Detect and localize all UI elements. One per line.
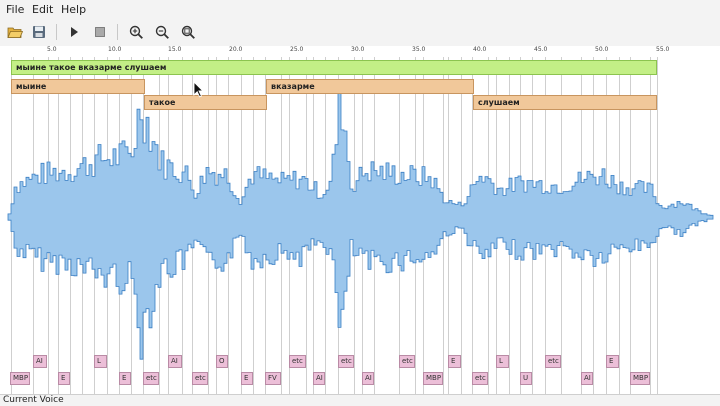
phoneme-lower[interactable]: AI <box>313 372 325 385</box>
word-tier-myine[interactable]: мыине <box>11 79 145 94</box>
phoneme-upper[interactable]: etc <box>338 355 354 368</box>
ruler-tick: 50.0 <box>595 46 609 53</box>
zoom-out-icon[interactable] <box>153 23 171 41</box>
ruler-tick: 30.0 <box>351 46 365 53</box>
ruler-tick: 15.0 <box>168 46 182 53</box>
phoneme-upper[interactable]: L <box>496 355 509 368</box>
sentence-tier[interactable]: мыине такое вказарме слушаем <box>11 60 657 75</box>
phoneme-lower[interactable]: MBP <box>10 372 30 385</box>
phoneme-lower[interactable]: E <box>58 372 70 385</box>
menu-file[interactable]: File <box>6 3 25 16</box>
phoneme-upper[interactable]: etc <box>545 355 561 368</box>
phoneme-upper[interactable]: E <box>448 355 461 368</box>
current-voice-label: Current Voice <box>3 395 64 405</box>
ruler-tick: 5.0 <box>47 46 57 53</box>
menu-help[interactable]: Help <box>61 3 87 16</box>
phoneme-lower[interactable]: E <box>241 372 253 385</box>
ruler-tick: 40.0 <box>473 46 487 53</box>
mouse-pointer-icon <box>193 81 205 98</box>
audio-waveform <box>7 86 714 360</box>
phoneme-upper[interactable]: etc <box>399 355 415 368</box>
word-tier-vkazarme[interactable]: вказарме <box>266 79 474 94</box>
play-icon[interactable] <box>65 23 83 41</box>
phoneme-upper[interactable]: L <box>94 355 107 368</box>
phoneme-lower[interactable]: AI <box>362 372 374 385</box>
save-icon[interactable] <box>30 23 48 41</box>
ruler-tick: 20.0 <box>229 46 243 53</box>
phoneme-upper[interactable]: AI <box>33 355 47 368</box>
zoom-fit-icon[interactable] <box>179 23 197 41</box>
open-folder-icon[interactable] <box>6 23 24 41</box>
ruler-tick: 55.0 <box>656 46 670 53</box>
phoneme-lower[interactable]: etc <box>472 372 488 385</box>
toolbar-separator <box>117 24 118 40</box>
phoneme-lower[interactable]: MBP <box>423 372 443 385</box>
toolbar <box>0 18 720 47</box>
phoneme-lower[interactable]: MBP <box>630 372 650 385</box>
phoneme-lower[interactable]: FV <box>265 372 281 385</box>
ruler-tick: 10.0 <box>108 46 122 53</box>
status-bar: Current Voice <box>0 394 720 406</box>
phoneme-lower[interactable]: AI <box>581 372 593 385</box>
phoneme-lower[interactable]: etc <box>143 372 159 385</box>
phoneme-upper[interactable]: O <box>216 355 228 368</box>
menu-edit[interactable]: Edit <box>32 3 54 16</box>
ruler-tick: 45.0 <box>534 46 548 53</box>
word-tier-slushaem[interactable]: слушаем <box>473 95 657 110</box>
phoneme-upper[interactable]: AI <box>168 355 182 368</box>
menu-bar: File Edit Help <box>0 0 720 18</box>
zoom-in-icon[interactable] <box>127 23 145 41</box>
ruler-tick: 25.0 <box>290 46 304 53</box>
toolbar-separator <box>56 24 57 40</box>
word-tier-takoe[interactable]: такое <box>144 95 267 110</box>
stop-icon[interactable] <box>91 23 109 41</box>
phoneme-lower[interactable]: E <box>119 372 131 385</box>
phoneme-lower[interactable]: U <box>520 372 532 385</box>
phoneme-upper[interactable]: E <box>606 355 619 368</box>
phoneme-lower[interactable]: etc <box>192 372 208 385</box>
phoneme-upper[interactable]: etc <box>289 355 306 368</box>
ruler-tick: 35.0 <box>412 46 426 53</box>
timeline-canvas[interactable]: мыине такое вказарме слушаем мыине такое… <box>0 57 720 394</box>
